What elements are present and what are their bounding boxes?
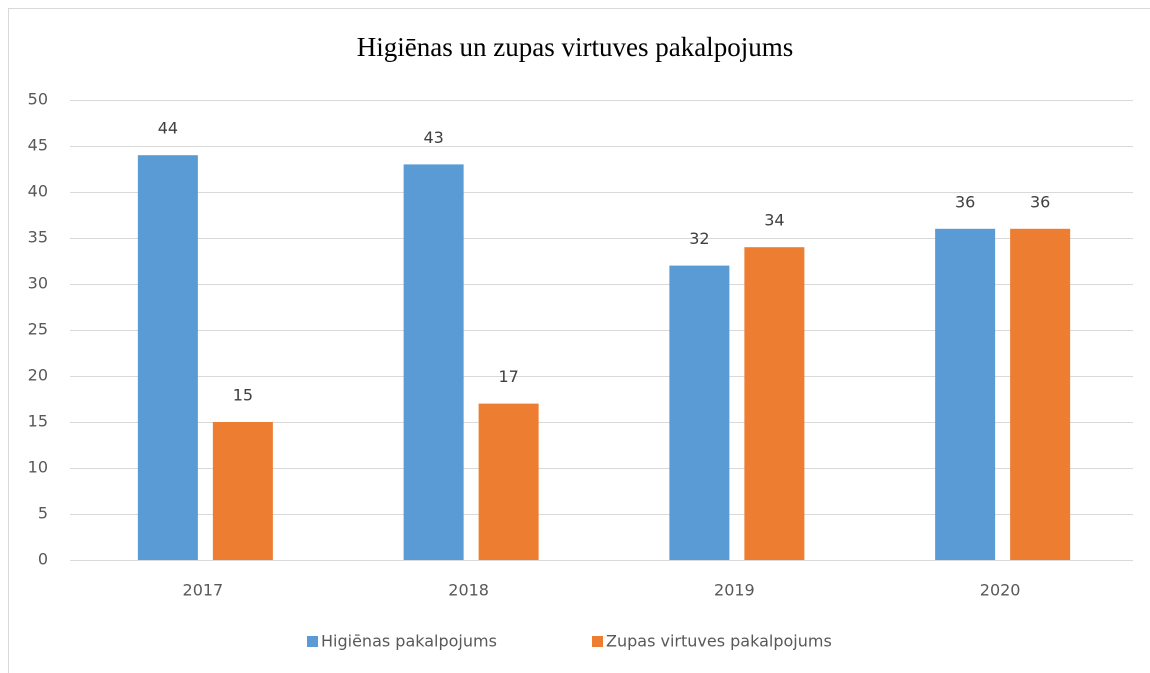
y-tick-label: 50 (28, 90, 48, 109)
bar (212, 422, 273, 560)
y-tick-label: 35 (28, 228, 48, 247)
x-tick-label: 2020 (980, 581, 1021, 600)
chart-title: Higiēnas un zupas virtuves pakalpojums (357, 32, 793, 62)
x-tick-label: 2017 (183, 581, 224, 600)
y-tick-label: 0 (38, 550, 48, 569)
bar (1010, 228, 1071, 561)
y-tick-label: 20 (28, 366, 48, 385)
bar (403, 164, 464, 560)
legend-swatch (592, 636, 603, 647)
bar (669, 265, 730, 560)
bar (137, 155, 198, 560)
y-tick-label: 25 (28, 320, 48, 339)
legend-label: Zupas virtuves pakalpojums (606, 632, 832, 651)
bar (935, 228, 996, 561)
data-label: 43 (423, 128, 443, 147)
legend-swatch (307, 636, 318, 647)
y-tick-label: 5 (38, 504, 48, 523)
bar (744, 247, 805, 560)
y-tick-label: 10 (28, 458, 48, 477)
chart-border (8, 8, 1150, 673)
data-label: 15 (233, 386, 253, 405)
x-tick-label: 2019 (714, 581, 755, 600)
data-label: 32 (689, 229, 709, 248)
legend-label: Higiēnas pakalpojums (321, 632, 497, 651)
y-tick-label: 45 (28, 136, 48, 155)
y-tick-label: 30 (28, 274, 48, 293)
data-label: 36 (955, 192, 975, 211)
data-label: 34 (764, 211, 784, 230)
y-tick-label: 40 (28, 182, 48, 201)
data-label: 44 (158, 119, 178, 138)
x-tick-label: 2018 (448, 581, 489, 600)
data-label: 36 (1030, 192, 1050, 211)
y-tick-label: 15 (28, 412, 48, 431)
bar (478, 403, 539, 560)
data-label: 17 (498, 367, 518, 386)
